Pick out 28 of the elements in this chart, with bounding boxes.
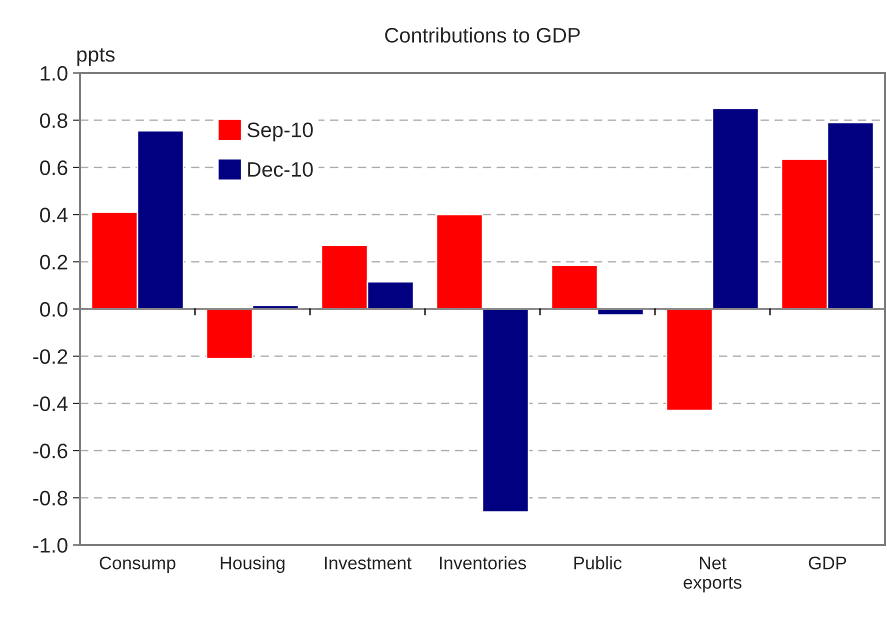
y-tick-label: 0.8: [40, 113, 68, 128]
y-tick-label: -0.2: [33, 349, 68, 364]
y-tick-label: 0.0: [40, 302, 68, 317]
x-tick-label: Investment: [325, 556, 412, 570]
chart-title: Contributions to GDP: [385, 27, 580, 43]
bar: [666, 308, 714, 412]
y-tick-label: 0.4: [40, 208, 68, 222]
y-tick-label: -1.0: [33, 538, 68, 553]
bar: [712, 108, 760, 310]
y-tick-label: -0.6: [33, 444, 68, 458]
legend-label: Sep-10: [247, 122, 313, 142]
y-tick-label: 0.2: [40, 254, 68, 270]
x-tick-label: Public: [574, 556, 622, 570]
y-tick-label: 1.0: [40, 66, 68, 81]
bar: [206, 308, 254, 360]
x-tick-label: Consump: [100, 556, 176, 573]
x-tick-label: GDP: [808, 556, 846, 570]
bar: [436, 214, 484, 310]
y-axis-title: ppts: [77, 48, 115, 66]
y-tick-label: -0.4: [33, 396, 68, 412]
legend-label: Dec-10: [248, 162, 313, 177]
x-tick-label: Inventories: [440, 556, 526, 570]
bar: [482, 308, 530, 513]
y-tick-label: 0.6: [40, 160, 68, 176]
bar: [550, 264, 598, 310]
x-tick-label: Net exports: [684, 556, 742, 592]
x-tick-label: Housing: [220, 556, 284, 573]
y-tick-label: -0.8: [33, 490, 68, 506]
